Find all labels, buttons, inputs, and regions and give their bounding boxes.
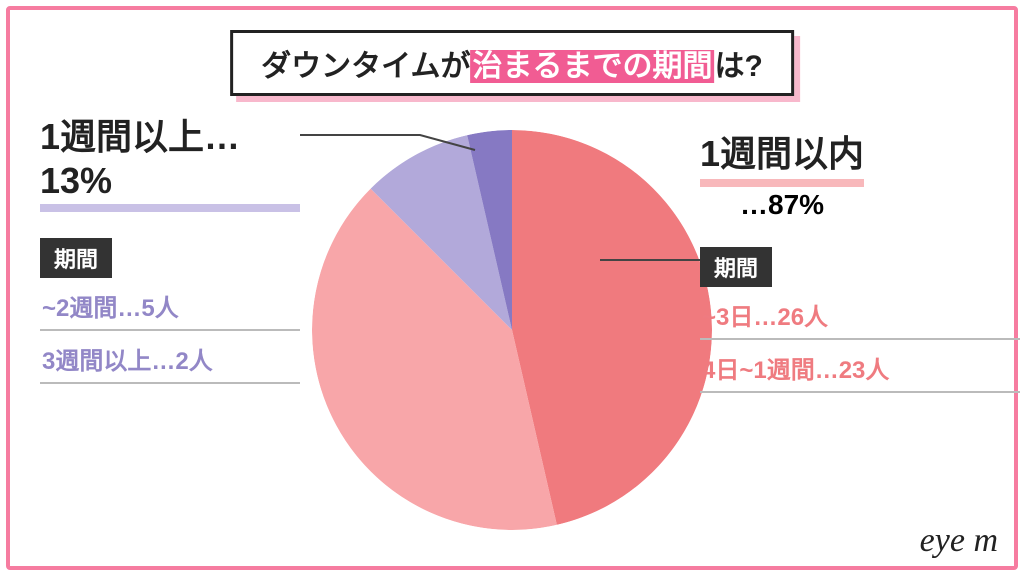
detail-left-1: 3週間以上…2人: [40, 331, 300, 384]
detail-right-1: 4日~1週間…23人: [700, 340, 1020, 393]
logo: eye m: [920, 522, 998, 560]
headline-right-pct: …87%: [700, 189, 1020, 221]
detail-right-0: ~3日…26人: [700, 287, 1020, 340]
tag-right: 期間: [700, 247, 772, 287]
group-within-1week: 1週間以内 …87% 期間 ~3日…26人 4日~1週間…23人: [700, 125, 1020, 393]
headline-left: 1週間以上…13%: [40, 108, 300, 212]
headline-left-text: 1週間以上: [40, 116, 204, 157]
detail-left-0: ~2週間…5人: [40, 278, 300, 331]
headline-right: 1週間以内: [700, 125, 864, 187]
group-over-1week: 1週間以上…13% 期間 ~2週間…5人 3週間以上…2人: [40, 108, 300, 384]
tag-left: 期間: [40, 238, 112, 278]
